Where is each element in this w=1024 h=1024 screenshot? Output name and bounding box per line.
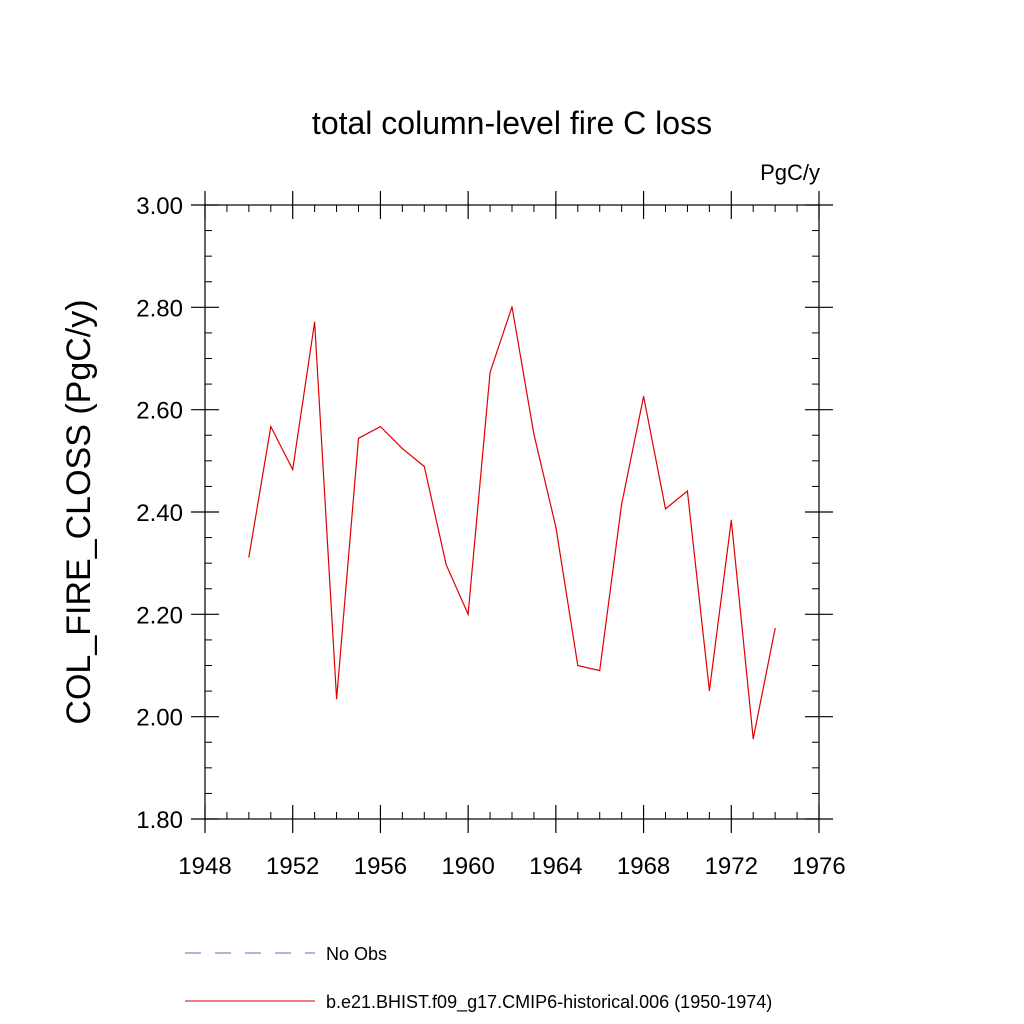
data-point bbox=[599, 670, 601, 672]
legend: No Obs b.e21.BHIST.f09_g17.CMIP6-historic… bbox=[185, 944, 772, 1013]
data-point bbox=[642, 395, 645, 397]
x-tick-label: 1968 bbox=[617, 853, 670, 880]
data-point bbox=[270, 425, 272, 428]
y-tick-label: 2.80 bbox=[136, 295, 183, 322]
y-tick-label: 2.40 bbox=[136, 500, 183, 527]
y-tick-label: 3.00 bbox=[136, 193, 183, 220]
data-point bbox=[730, 519, 732, 521]
data-point bbox=[621, 503, 623, 505]
y-tick-label: 2.20 bbox=[136, 602, 183, 629]
data-point bbox=[533, 433, 535, 435]
data-point bbox=[511, 306, 513, 308]
data-point bbox=[577, 664, 579, 667]
data-point bbox=[752, 738, 754, 740]
data-point bbox=[708, 689, 710, 692]
data-point bbox=[335, 698, 338, 700]
data-point bbox=[248, 556, 250, 558]
chart-title: total column-level fire C loss bbox=[312, 105, 712, 141]
data-point bbox=[357, 437, 360, 439]
data-point bbox=[774, 628, 776, 630]
data-point bbox=[423, 465, 425, 468]
x-tick-label: 1964 bbox=[529, 853, 582, 880]
data-point bbox=[555, 526, 557, 528]
data-point bbox=[489, 371, 491, 373]
axis-ticks bbox=[191, 191, 833, 833]
y-tick-label: 1.80 bbox=[136, 807, 183, 834]
data-point bbox=[379, 425, 382, 428]
axis-tick-labels: 1948 1952 1956 1960 1964 1968 1972 1976 1.80 2.00… bbox=[136, 193, 845, 880]
y-axis-label: COL_FIRE_CLOSS (PgC/y) bbox=[60, 299, 98, 724]
series-layer bbox=[248, 306, 776, 740]
data-point bbox=[292, 468, 294, 471]
legend-label: b.e21.BHIST.f09_g17.CMIP6-historical.006… bbox=[326, 992, 772, 1013]
y-tick-label: 2.00 bbox=[136, 705, 183, 732]
data-point bbox=[664, 508, 667, 510]
x-tick-label: 1948 bbox=[178, 853, 231, 880]
data-point bbox=[445, 564, 447, 566]
x-tick-label: 1972 bbox=[705, 853, 758, 880]
data-point bbox=[401, 447, 403, 450]
x-tick-label: 1952 bbox=[266, 853, 319, 880]
plot-frame bbox=[204, 204, 820, 820]
units-label: PgC/y bbox=[760, 160, 820, 185]
series-line bbox=[248, 306, 776, 739]
x-tick-label: 1956 bbox=[354, 853, 407, 880]
data-point bbox=[314, 321, 316, 323]
x-tick-label: 1976 bbox=[792, 853, 845, 880]
data-point bbox=[467, 613, 469, 615]
legend-label: No Obs bbox=[326, 944, 387, 964]
data-point bbox=[686, 490, 689, 492]
y-tick-label: 2.60 bbox=[136, 398, 183, 425]
x-tick-label: 1960 bbox=[441, 853, 494, 880]
